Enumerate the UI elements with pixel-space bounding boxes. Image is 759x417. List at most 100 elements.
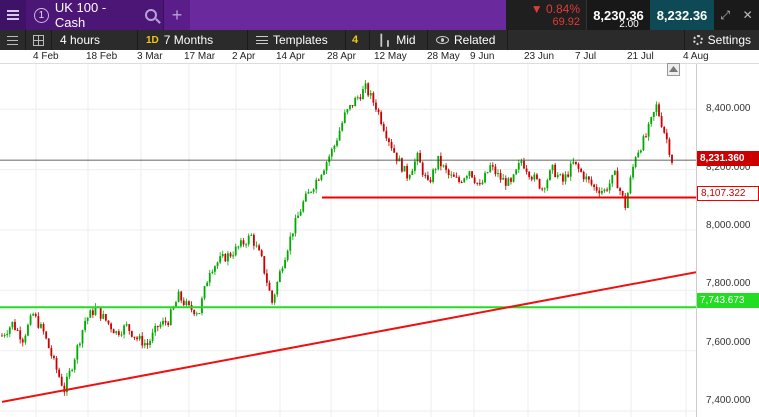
candle-body xyxy=(291,233,294,237)
candle-body xyxy=(465,176,468,179)
candle-body xyxy=(577,163,580,169)
candle-body xyxy=(11,321,14,328)
layout-button[interactable] xyxy=(26,30,52,50)
candle-body xyxy=(146,343,149,346)
candle-body xyxy=(658,104,660,117)
candle-body xyxy=(606,189,608,191)
candle-body xyxy=(424,174,427,176)
candle-body xyxy=(40,324,42,328)
price-axis[interactable]: 8,400.000 8,200.000 8,000.000 7,800.000 … xyxy=(696,64,759,417)
candle-body xyxy=(315,179,318,190)
candle-body xyxy=(330,148,333,157)
price-chart[interactable] xyxy=(0,64,696,417)
candlestick-icon: ┃╻ xyxy=(378,34,392,47)
candle-body xyxy=(307,191,310,194)
candle-body xyxy=(660,116,663,127)
candle-body xyxy=(411,170,414,176)
candle-body xyxy=(517,163,520,170)
main-menu-button[interactable] xyxy=(0,0,26,30)
date-tick: 17 Mar xyxy=(184,51,216,62)
candle-body xyxy=(587,176,590,180)
candle-body xyxy=(273,294,276,303)
candle-body xyxy=(302,201,305,212)
candle-body xyxy=(141,335,144,346)
watchlist-button[interactable] xyxy=(0,30,26,50)
candle-body xyxy=(112,329,115,334)
candle-body xyxy=(655,104,658,112)
candle-body xyxy=(603,189,606,191)
scroll-to-latest-icon[interactable] xyxy=(667,63,680,76)
candle-body xyxy=(351,105,354,107)
candle-body xyxy=(271,290,273,303)
candle-body xyxy=(598,190,601,194)
candle-body xyxy=(240,240,242,247)
templates-button[interactable]: Templates xyxy=(248,30,346,50)
date-tick: 14 Apr xyxy=(276,51,305,62)
candle-body xyxy=(188,301,190,305)
candle-body xyxy=(289,236,292,251)
candle-body xyxy=(510,178,512,182)
date-tick: 7 Jul xyxy=(575,51,597,62)
candle-body xyxy=(66,376,68,393)
candle-body xyxy=(421,162,424,175)
candle-body xyxy=(195,313,198,315)
candle-body xyxy=(206,282,209,287)
close-icon[interactable]: ✕ xyxy=(742,8,753,22)
candle-body xyxy=(91,310,94,315)
candle-body xyxy=(504,178,507,186)
sell-price-button[interactable]: 8,230.36 xyxy=(586,0,650,30)
settings-button[interactable]: Settings xyxy=(683,30,759,50)
list-icon xyxy=(7,35,18,45)
candle-body xyxy=(104,314,107,321)
candle-body xyxy=(639,150,642,153)
candle-body xyxy=(242,240,245,245)
candle-body xyxy=(159,324,162,328)
candle-body xyxy=(162,320,164,325)
candle-body xyxy=(71,369,74,371)
candle-body xyxy=(175,302,177,307)
candle-body xyxy=(229,253,232,257)
instrument-tab[interactable]: 1 UK 100 - Cash xyxy=(26,0,164,30)
expand-icon[interactable]: ⤢ xyxy=(720,7,730,22)
candle-body xyxy=(336,140,338,146)
price-tick: 8,200.000 xyxy=(706,162,751,173)
candle-body xyxy=(445,165,447,170)
candle-body xyxy=(99,308,102,319)
candle-body xyxy=(333,145,336,149)
candle-body xyxy=(278,271,281,283)
range-badge: 1D xyxy=(146,34,159,46)
buy-price-button[interactable]: 8,232.36 xyxy=(650,0,714,30)
interval-selector[interactable]: 4 hours xyxy=(52,30,138,50)
candle-body xyxy=(78,343,81,346)
candle-body xyxy=(572,161,575,164)
date-tick: 3 Mar xyxy=(137,51,163,62)
candle-body xyxy=(647,123,650,137)
candle-body xyxy=(362,89,364,100)
candle-body xyxy=(198,313,201,315)
candle-body xyxy=(600,190,603,194)
candle-body xyxy=(27,324,29,336)
price-type-selector[interactable]: ┃╻ Mid xyxy=(370,30,428,50)
candle-body xyxy=(569,163,572,177)
candle-body xyxy=(494,166,497,175)
candle-body xyxy=(63,385,66,393)
candle-body xyxy=(216,262,219,267)
candle-body xyxy=(439,155,442,167)
instrument-number-badge: 1 xyxy=(34,7,49,23)
candle-body xyxy=(403,165,406,172)
search-icon[interactable] xyxy=(145,9,157,21)
hamburger-icon xyxy=(7,14,19,16)
candle-body xyxy=(556,174,559,178)
candle-body xyxy=(520,160,523,164)
range-label: 7 Months xyxy=(163,33,214,47)
add-tab-button[interactable]: + xyxy=(171,4,183,25)
candle-body xyxy=(19,330,22,340)
candle-body xyxy=(120,334,123,336)
candle-body xyxy=(58,369,61,377)
candle-body xyxy=(138,335,141,340)
date-tick: 4 Feb xyxy=(33,51,59,62)
candle-body xyxy=(416,152,419,162)
range-selector[interactable]: 1D 7 Months xyxy=(138,30,248,50)
related-button[interactable]: Related xyxy=(428,30,508,50)
candle-body xyxy=(50,348,53,357)
